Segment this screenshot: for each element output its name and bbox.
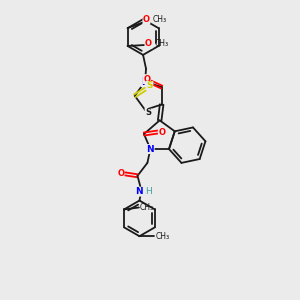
Text: N: N bbox=[147, 145, 154, 154]
Text: O: O bbox=[117, 169, 124, 178]
Text: O: O bbox=[145, 40, 152, 49]
Text: CH₃: CH₃ bbox=[140, 203, 154, 212]
Text: S: S bbox=[145, 108, 151, 117]
Text: CH₃: CH₃ bbox=[154, 40, 169, 49]
Text: CH₃: CH₃ bbox=[155, 232, 170, 241]
Text: H: H bbox=[146, 187, 152, 196]
Text: N: N bbox=[141, 76, 149, 87]
Text: O: O bbox=[143, 75, 150, 84]
Text: O: O bbox=[158, 128, 165, 136]
Text: CH₃: CH₃ bbox=[152, 15, 167, 24]
Text: O: O bbox=[143, 15, 150, 24]
Text: S: S bbox=[146, 81, 153, 90]
Text: N: N bbox=[135, 187, 142, 196]
